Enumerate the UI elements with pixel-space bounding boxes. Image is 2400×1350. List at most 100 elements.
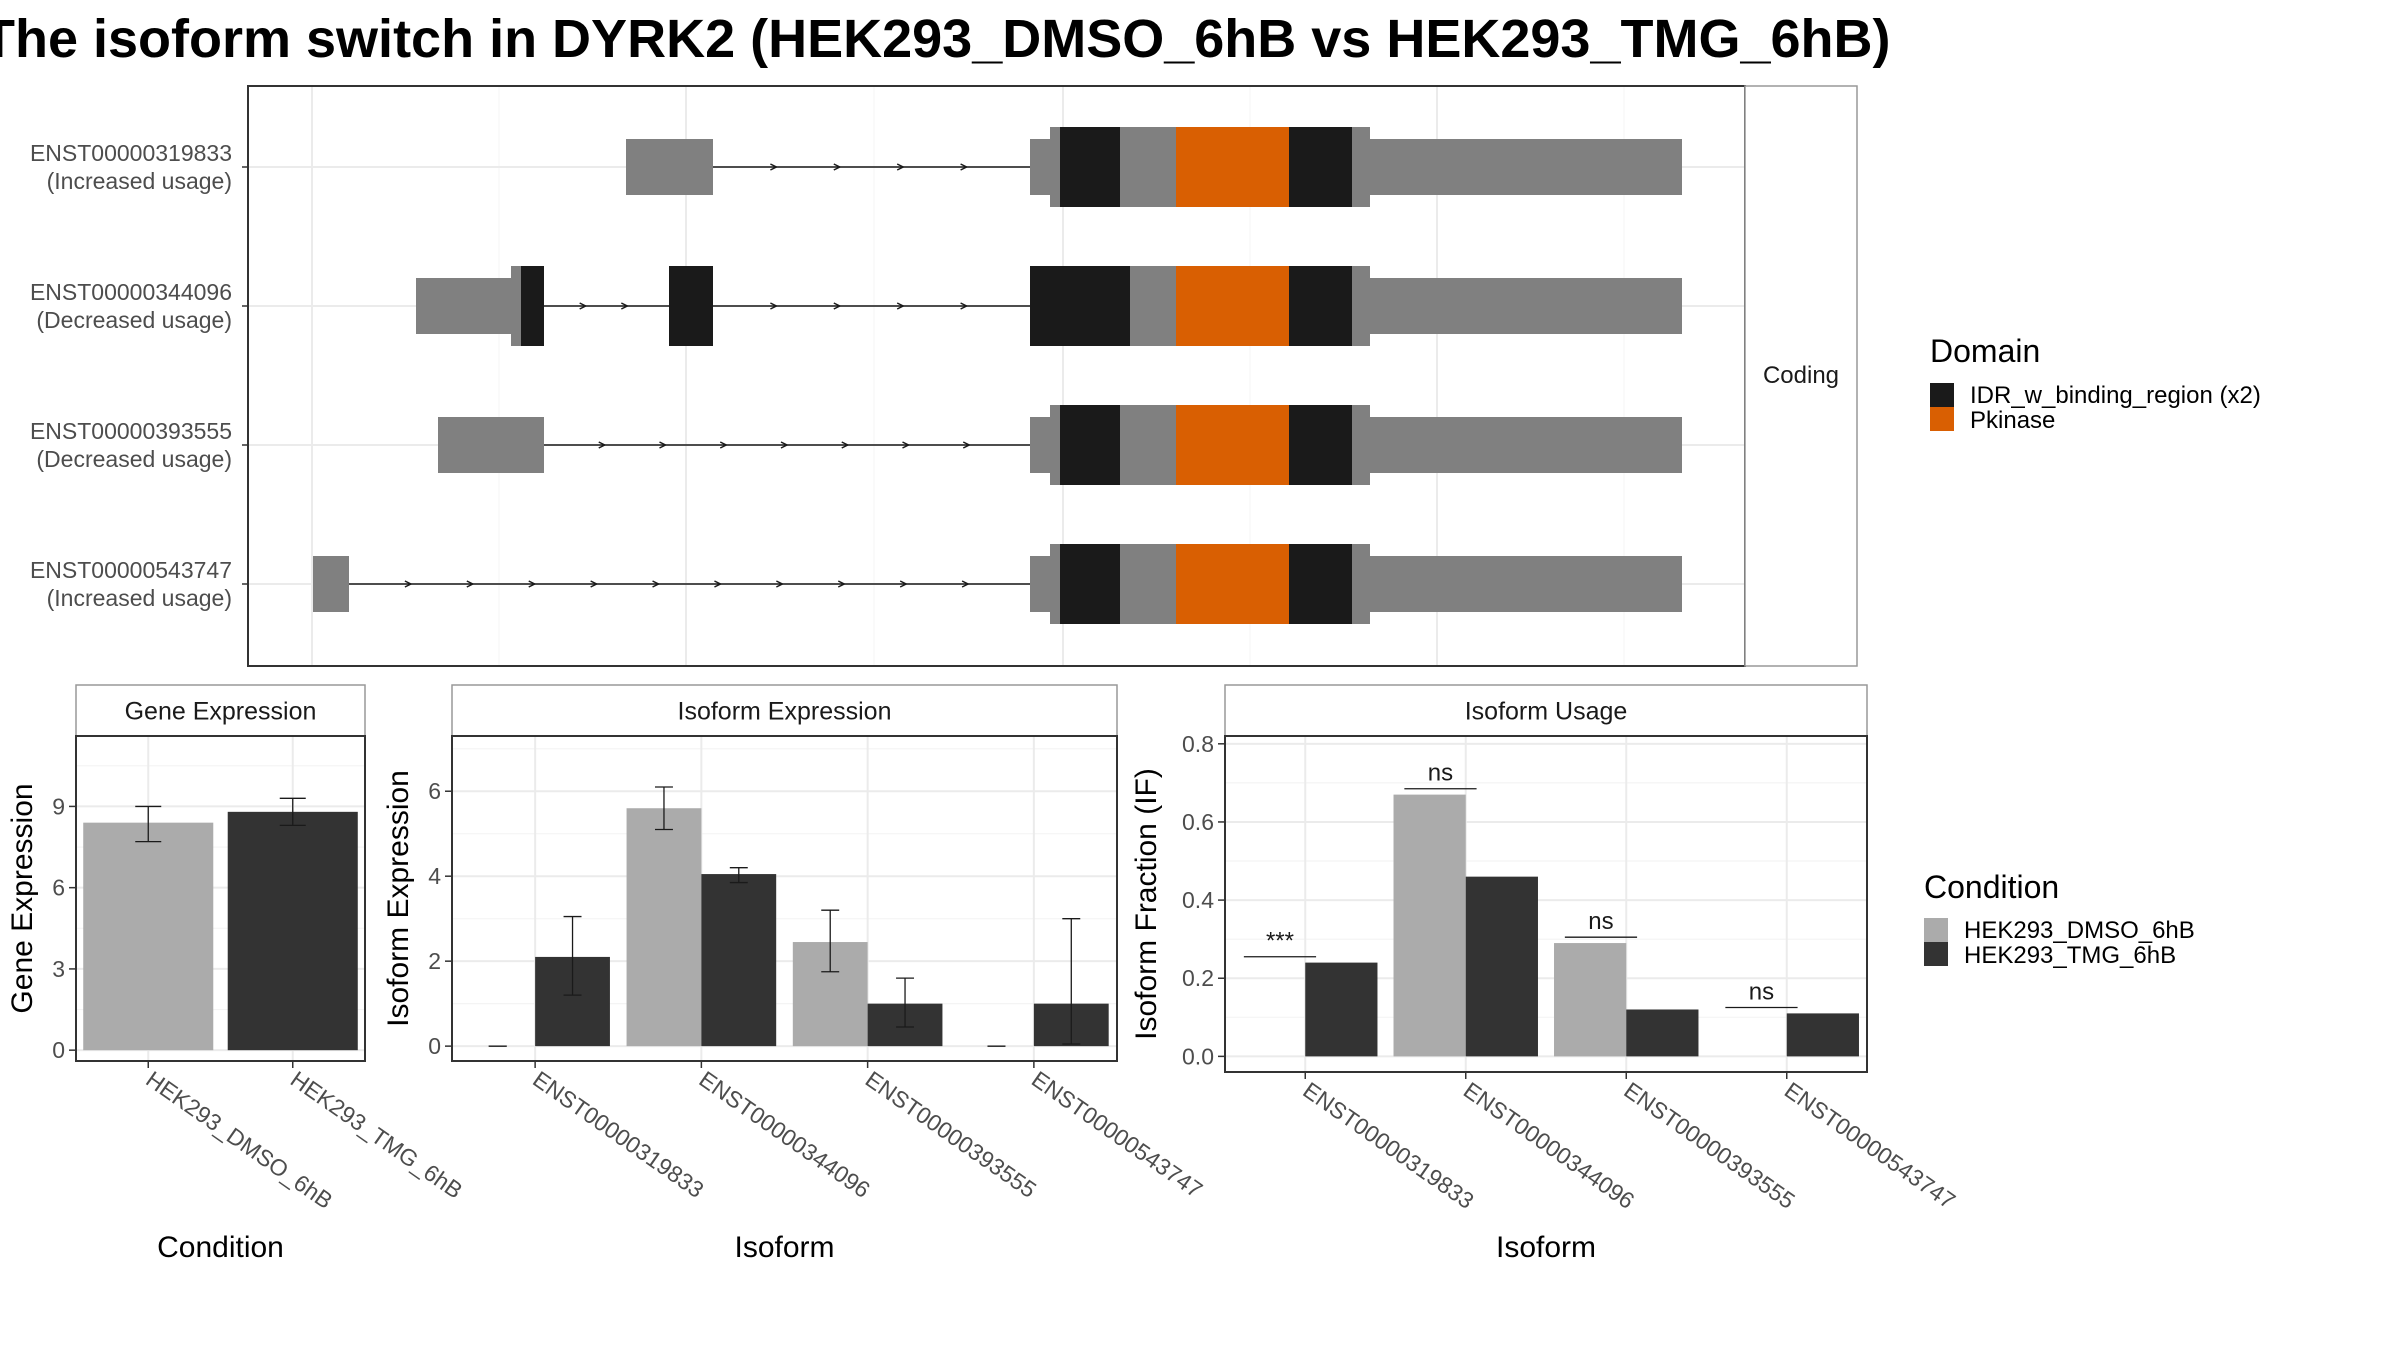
condition-legend-title: Condition — [1924, 869, 2059, 905]
utr-exon — [1370, 278, 1682, 334]
panel-border — [1224, 735, 1868, 1073]
y-tick-label: 2 — [428, 948, 441, 974]
intron-arrow — [590, 580, 599, 588]
significance-label: ns — [1428, 760, 1453, 787]
bar — [227, 811, 358, 1051]
idr-domain — [669, 266, 713, 346]
pkinase-domain — [1176, 266, 1289, 346]
panel-border — [75, 735, 366, 1062]
intron-arrow — [960, 302, 969, 310]
coding-exon — [1050, 127, 1060, 207]
x-tick-label: ENST00000319833 — [1298, 1077, 1478, 1214]
idr-domain — [1289, 544, 1352, 624]
y-tick-label: 9 — [52, 793, 65, 819]
figure-title: The isoform switch in DYRK2 (HEK293_DMSO… — [0, 9, 1890, 69]
pkinase-domain — [1176, 405, 1289, 485]
intron-arrow — [962, 441, 971, 449]
coding-exon — [1130, 266, 1176, 346]
utr-exon — [1030, 139, 1050, 195]
facet-strip-title: Gene Expression — [125, 698, 317, 726]
bar — [1626, 1009, 1699, 1057]
transcript-usage-label: (Decreased usage) — [36, 307, 232, 333]
significance-label: ns — [1749, 979, 1774, 1006]
utr-exon — [626, 139, 713, 195]
bar — [83, 822, 214, 1051]
intron-arrow — [770, 163, 779, 171]
y-axis-title: Isoform Fraction (IF) — [1130, 768, 1163, 1040]
isoform-expression-chart: Isoform Expression0246ENST00000319833ENS… — [382, 684, 1207, 1264]
legend-swatch-idr — [1930, 383, 1954, 407]
y-tick-label: 0 — [428, 1033, 441, 1059]
intron-arrow — [896, 302, 905, 310]
utr-exon — [438, 417, 544, 473]
y-tick-label: 4 — [428, 863, 441, 889]
coding-exon — [1352, 544, 1370, 624]
panel-border — [451, 735, 1118, 1062]
utr-exon — [1370, 556, 1682, 612]
transcript-usage-label: (Increased usage) — [47, 168, 232, 194]
legend-swatch-pkinase — [1930, 407, 1954, 431]
coding-exon — [1050, 405, 1060, 485]
domain-legend-title: Domain — [1930, 333, 2040, 369]
utr-exon — [1030, 417, 1050, 473]
bar — [1393, 794, 1466, 1057]
pkinase-domain — [1176, 544, 1289, 624]
y-tick-label: 6 — [428, 778, 441, 804]
intron-arrow — [841, 441, 850, 449]
intron-arrow — [780, 441, 789, 449]
intron-arrow — [528, 580, 537, 588]
bar — [701, 874, 777, 1047]
legend-swatch-tmg — [1924, 942, 1948, 966]
intron-arrow — [833, 163, 842, 171]
intron-arrow — [620, 302, 630, 310]
idr-domain — [1030, 266, 1130, 346]
intron-arrow — [960, 163, 969, 171]
transcript-usage-label: (Increased usage) — [47, 585, 232, 611]
facet-strip-title: Isoform Expression — [678, 698, 892, 726]
bar — [626, 808, 702, 1047]
x-tick-label: ENST00000393555 — [1619, 1077, 1799, 1214]
transcript-labels: ENST00000319833(Increased usage)ENST0000… — [30, 140, 248, 611]
utr-exon — [1030, 556, 1050, 612]
intron-arrow — [833, 302, 842, 310]
idr-domain — [1060, 127, 1120, 207]
bar — [1305, 962, 1378, 1057]
y-tick-label: 6 — [52, 875, 65, 901]
intron-arrow — [466, 580, 475, 588]
facet-strip-title: Isoform Usage — [1465, 698, 1628, 726]
intron-arrow — [719, 441, 728, 449]
isoform-usage-chart: Isoform Usage *** ns ns ns 0.0 0.2 0.4 0.6 0.8 ENS… — [1130, 684, 1960, 1264]
idr-domain — [521, 266, 544, 346]
coding-exon — [1120, 127, 1176, 207]
transcript-models — [313, 127, 1682, 624]
coding-exon — [1120, 405, 1176, 485]
y-tick-label: 0.8 — [1182, 731, 1214, 757]
intron-arrow — [896, 163, 905, 171]
intron-arrow — [770, 302, 779, 310]
coding-exon — [1050, 544, 1060, 624]
intron-arrow — [961, 580, 970, 588]
x-axis-title: Isoform — [1496, 1231, 1596, 1264]
domain-legend: Domain IDR_w_binding_region (x2) Pkinase — [1930, 333, 2261, 434]
bar — [1465, 876, 1538, 1057]
transcript-id-label: ENST00000543747 — [30, 557, 232, 583]
legend-label-pkinase: Pkinase — [1970, 407, 2055, 434]
bar — [1786, 1013, 1859, 1057]
intron-arrow — [598, 441, 607, 449]
y-tick-label: 0.0 — [1182, 1043, 1214, 1069]
x-tick-label: ENST00000543747 — [1027, 1066, 1207, 1203]
facet-strip-label: Coding — [1763, 362, 1839, 389]
idr-domain — [1060, 405, 1120, 485]
intron-arrow — [776, 580, 785, 588]
utr-exon — [1370, 417, 1682, 473]
x-tick-label: ENST00000393555 — [861, 1066, 1041, 1203]
x-tick-label: ENST00000344096 — [1459, 1077, 1639, 1214]
x-tick-label: ENST00000344096 — [695, 1066, 875, 1203]
significance-label: *** — [1266, 928, 1294, 955]
utr-exon — [1370, 139, 1682, 195]
intron-arrow — [652, 580, 661, 588]
significance-label: ns — [1588, 908, 1613, 935]
coding-exon — [511, 266, 521, 346]
coding-exon — [1352, 127, 1370, 207]
transcript-id-label: ENST00000393555 — [30, 418, 232, 444]
